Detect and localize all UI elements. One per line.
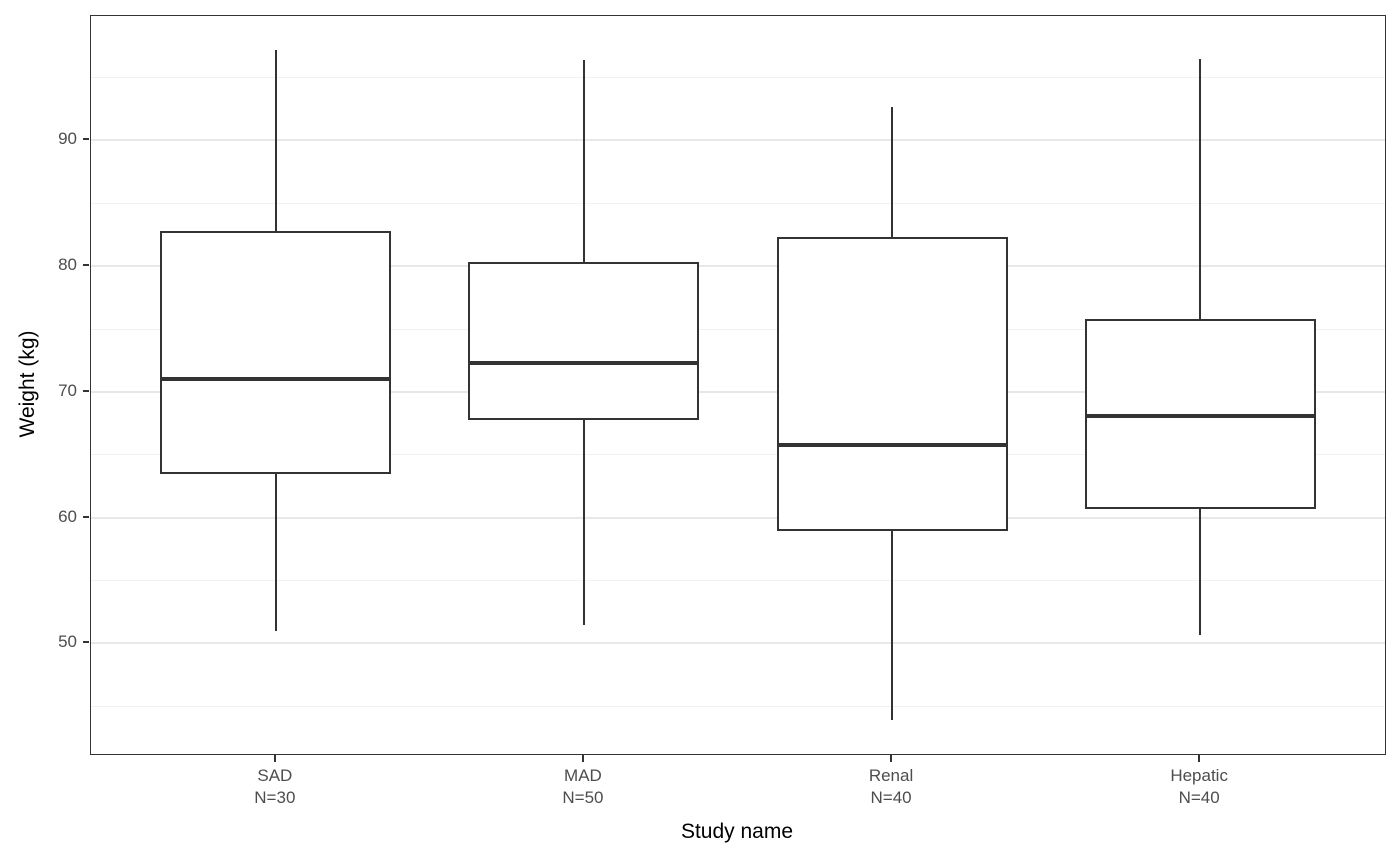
gridline-major	[91, 642, 1385, 645]
y-tick-mark	[83, 389, 89, 392]
x-category-sublabel: N=40	[1178, 788, 1220, 807]
x-category-sublabel: N=40	[870, 788, 912, 807]
x-tick-label: MAD N=50	[483, 765, 683, 809]
y-tick-label: 90	[58, 129, 77, 149]
x-tick-mark	[1198, 754, 1201, 762]
y-tick-label: 70	[58, 380, 77, 400]
y-tick-label: 60	[58, 506, 77, 526]
gridline-minor	[91, 454, 1385, 456]
median-line	[1084, 413, 1316, 418]
gridline-major	[91, 265, 1385, 268]
x-category-sublabel: N=50	[562, 788, 604, 807]
x-category-label: MAD	[564, 766, 602, 785]
median-line	[468, 360, 700, 365]
x-category-label: Renal	[868, 766, 914, 785]
box-iqr	[468, 262, 700, 420]
plot-panel	[90, 15, 1386, 755]
median-line	[160, 377, 392, 382]
gridline-major	[91, 139, 1385, 142]
box-iqr	[776, 237, 1008, 532]
median-line	[776, 442, 1008, 447]
y-tick-mark	[83, 515, 89, 518]
box-iqr	[160, 230, 392, 474]
x-tick-mark	[581, 754, 584, 762]
x-tick-label: Hepatic N=40	[1099, 765, 1299, 809]
x-category-sublabel: N=30	[254, 788, 296, 807]
y-tick-mark	[83, 641, 89, 644]
y-tick-mark	[83, 138, 89, 141]
x-category-label: Hepatic	[1170, 766, 1228, 785]
x-tick-label: Renal N=40	[791, 765, 991, 809]
x-category-label: SAD	[257, 766, 293, 785]
gridline-major	[91, 516, 1385, 519]
gridline-minor	[91, 77, 1385, 79]
x-tick-mark	[890, 754, 893, 762]
y-tick-label: 50	[58, 632, 77, 652]
x-axis-title: Study name	[680, 820, 794, 843]
x-tick-label: SAD N=30	[175, 765, 375, 809]
gridline-minor	[91, 202, 1385, 204]
gridline-minor	[91, 705, 1385, 707]
y-tick-label: 80	[58, 255, 77, 275]
y-tick-mark	[83, 264, 89, 267]
gridline-minor	[91, 328, 1385, 330]
gridline-major	[91, 390, 1385, 393]
x-tick-mark	[273, 754, 276, 762]
gridline-minor	[91, 580, 1385, 581]
